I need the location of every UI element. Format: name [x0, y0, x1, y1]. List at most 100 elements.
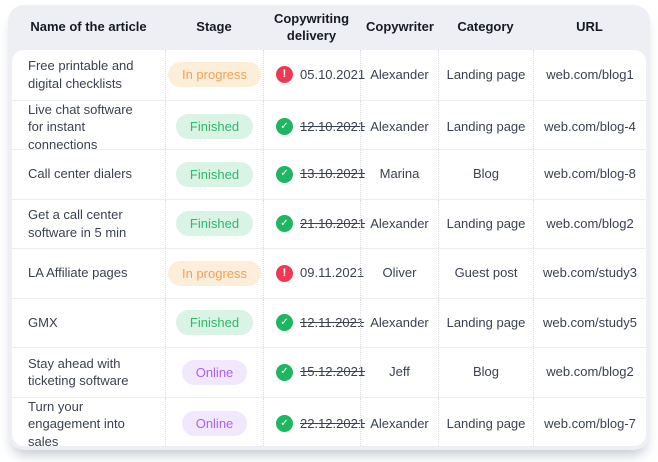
article-name-cell: GMX: [12, 299, 165, 348]
delivery-cell: ✓ 21.10.2021: [263, 199, 365, 248]
copywriter-name: Jeff: [389, 364, 410, 380]
alert-icon: !: [276, 66, 293, 84]
copywriter-name: Marina: [379, 166, 420, 182]
url-text: web.com/study5: [543, 314, 637, 330]
stage-badge: Online: [181, 359, 248, 385]
copywriter-name: Alexander: [370, 215, 429, 231]
category-label: Landing page: [446, 215, 526, 231]
article-name-cell: Get a call center software in 5 min: [12, 200, 165, 249]
delivery-date: 13.10.2021: [300, 166, 366, 182]
copywriter-cell: Jeff: [360, 348, 438, 397]
table-header: Name of the article Stage Copywriting de…: [8, 5, 650, 50]
stage-badge: Finished: [175, 161, 254, 187]
stage-cell: Finished: [165, 100, 263, 154]
column-header-stage: Stage: [196, 19, 232, 35]
check-icon: ✓: [276, 415, 293, 433]
url-text: web.com/blog-7: [544, 416, 636, 432]
copywriter-cell: Marina: [360, 150, 438, 199]
category-label: Blog: [472, 166, 500, 182]
delivery-cell: ! 09.11.2021: [263, 249, 364, 298]
check-icon: ✓: [276, 215, 293, 233]
stage-badge: Finished: [175, 310, 254, 336]
table-row: LA Affiliate pages In progress ! 09.11.2…: [12, 248, 646, 298]
check-icon: ✓: [276, 363, 293, 381]
column-header-url: URL: [576, 19, 603, 35]
copywriter-name: Alexander: [370, 314, 429, 330]
delivery-cell: ✓ 12.10.2021: [263, 100, 365, 154]
category-cell: Landing page: [438, 100, 533, 154]
table-row: Call center dialers Finished ✓ 13.10.202…: [12, 149, 646, 199]
table-row: Free printable and digital checklists In…: [12, 50, 646, 100]
article-name: Turn your engagement into sales: [28, 398, 125, 447]
article-name: Call center dialers: [28, 166, 133, 182]
stage-cell: Finished: [165, 150, 263, 199]
article-name-cell: LA Affiliate pages: [12, 249, 165, 298]
stage-badge: Online: [181, 411, 248, 437]
category-cell: Guest post: [438, 249, 533, 298]
delivery-cell: ✓ 15.12.2021: [263, 348, 365, 397]
table-row: Get a call center software in 5 min Fini…: [12, 198, 646, 249]
url-cell: web.com/study3: [533, 249, 646, 298]
category-label: Landing page: [446, 66, 526, 82]
table-row: Stay ahead with ticketing software Onlin…: [12, 347, 646, 397]
stage-badge: Finished: [175, 114, 254, 140]
category-cell: Blog: [438, 150, 533, 199]
url-cell: web.com/blog-4: [533, 100, 646, 154]
delivery-date: 05.10.2021: [300, 66, 366, 82]
copywriter-cell: Alexander: [360, 298, 438, 347]
article-name: Free printable and digital checklists: [28, 58, 134, 91]
category-cell: Blog: [438, 348, 533, 397]
copywriter-name: Alexander: [370, 119, 429, 135]
table-row: Live chat software for instant connectio…: [12, 99, 646, 154]
stage-cell: Online: [165, 348, 263, 397]
category-cell: Landing page: [438, 397, 533, 446]
article-name: GMX: [28, 314, 58, 330]
article-name-cell: Stay ahead with ticketing software: [12, 348, 165, 397]
copywriter-cell: Alexander: [360, 100, 438, 154]
article-name: Get a call center software in 5 min: [28, 207, 127, 240]
column-header-name: Name of the article: [30, 19, 147, 35]
url-cell: web.com/blog-7: [533, 397, 646, 446]
category-label: Landing page: [446, 416, 526, 432]
table-body: Free printable and digital checklists In…: [12, 50, 646, 446]
delivery-date: 09.11.2021: [300, 265, 365, 281]
alert-icon: !: [276, 264, 293, 282]
category-cell: Landing page: [438, 50, 533, 100]
url-text: web.com/blog2: [546, 215, 634, 231]
delivery-cell: ✓ 22.12.2021: [263, 397, 365, 446]
check-icon: ✓: [276, 165, 293, 183]
url-cell: web.com/blog2: [533, 348, 646, 397]
stage-cell: Online: [165, 397, 263, 446]
url-text: web.com/blog-8: [544, 166, 636, 182]
copywriter-name: Oliver: [382, 265, 417, 281]
category-label: Blog: [472, 364, 500, 380]
url-cell: web.com/blog-8: [533, 150, 646, 199]
stage-cell: In progress: [165, 50, 263, 100]
content-tracker-card: Name of the article Stage Copywriting de…: [8, 5, 650, 450]
url-cell: web.com/blog2: [533, 199, 646, 248]
article-name: Stay ahead with ticketing software: [28, 355, 129, 389]
column-header-category: Category: [457, 19, 514, 35]
check-icon: ✓: [276, 118, 293, 136]
article-name-cell: Turn your engagement into sales: [12, 398, 165, 447]
delivery-cell: ! 05.10.2021: [263, 50, 365, 100]
copywriter-cell: Alexander: [360, 50, 438, 100]
category-cell: Landing page: [438, 199, 533, 248]
url-cell: web.com/blog1: [533, 50, 646, 100]
stage-badge: Finished: [175, 211, 254, 237]
category-label: Landing page: [446, 314, 526, 330]
category-label: Guest post: [454, 265, 518, 281]
copywriter-cell: Alexander: [360, 199, 438, 248]
article-name-cell: Free printable and digital checklists: [12, 50, 165, 100]
delivery-date: 21.10.2021: [300, 215, 366, 231]
category-label: Landing page: [446, 119, 526, 135]
copywriter-name: Alexander: [370, 66, 429, 82]
url-cell: web.com/study5: [533, 298, 646, 347]
table-row: Turn your engagement into sales Online ✓…: [12, 396, 646, 447]
table-row: GMX Finished ✓ 12.11.2021 Alexander Land…: [12, 297, 646, 348]
column-header-copywriter: Copywriter: [366, 19, 434, 35]
stage-cell: Finished: [165, 298, 263, 347]
stage-cell: In progress: [165, 249, 263, 298]
delivery-date: 22.12.2021: [300, 416, 366, 432]
url-text: web.com/blog2: [546, 364, 634, 380]
